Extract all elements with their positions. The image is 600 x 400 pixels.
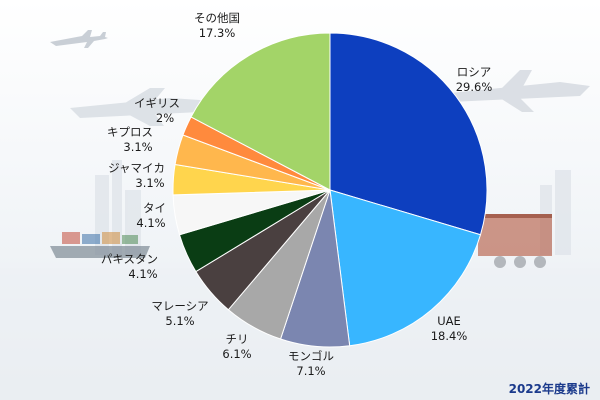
slice-value-7: 4.1% — [136, 216, 165, 230]
large-airplane-icon — [70, 88, 210, 126]
pie-slice-11 — [190, 32, 331, 191]
slice-value-2: 18.4% — [431, 329, 468, 343]
slice-label-8: ジャマイカ — [108, 161, 165, 175]
slice-value-11: 17.3% — [199, 26, 236, 40]
pie-slice-1 — [329, 32, 488, 236]
container-truck — [478, 214, 552, 268]
pie-slice-2 — [329, 189, 482, 347]
slice-value-4: 6.1% — [222, 347, 251, 361]
slice-value-1: 29.6% — [456, 80, 493, 94]
slice-value-6: 4.1% — [128, 267, 157, 281]
slice-value-3: 7.1% — [296, 364, 325, 378]
slice-value-5: 5.1% — [165, 314, 194, 328]
pie-slices — [172, 32, 488, 348]
airplane-icon — [50, 30, 108, 48]
slice-label-11: その他国 — [194, 11, 240, 25]
slice-label-6: パキスタン — [101, 252, 158, 266]
right-airplane-icon — [440, 70, 590, 112]
period-footnote: 2022年度累計 — [509, 381, 590, 396]
cargo-ship — [50, 232, 150, 258]
slice-value-10: 2% — [156, 111, 174, 125]
slice-label-9: キプロス — [107, 125, 153, 139]
slice-value-9: 3.1% — [123, 140, 152, 154]
slice-value-8: 3.1% — [135, 176, 164, 190]
slice-label-3: モンゴル — [288, 349, 334, 363]
slice-label-7: タイ — [143, 201, 166, 215]
slice-label-1: ロシア — [457, 65, 492, 79]
slice-label-2: UAE — [437, 314, 461, 328]
slice-label-5: マレーシア — [151, 299, 208, 313]
slice-label-4: チリ — [226, 332, 249, 346]
slice-label-10: イギリス — [134, 96, 180, 110]
